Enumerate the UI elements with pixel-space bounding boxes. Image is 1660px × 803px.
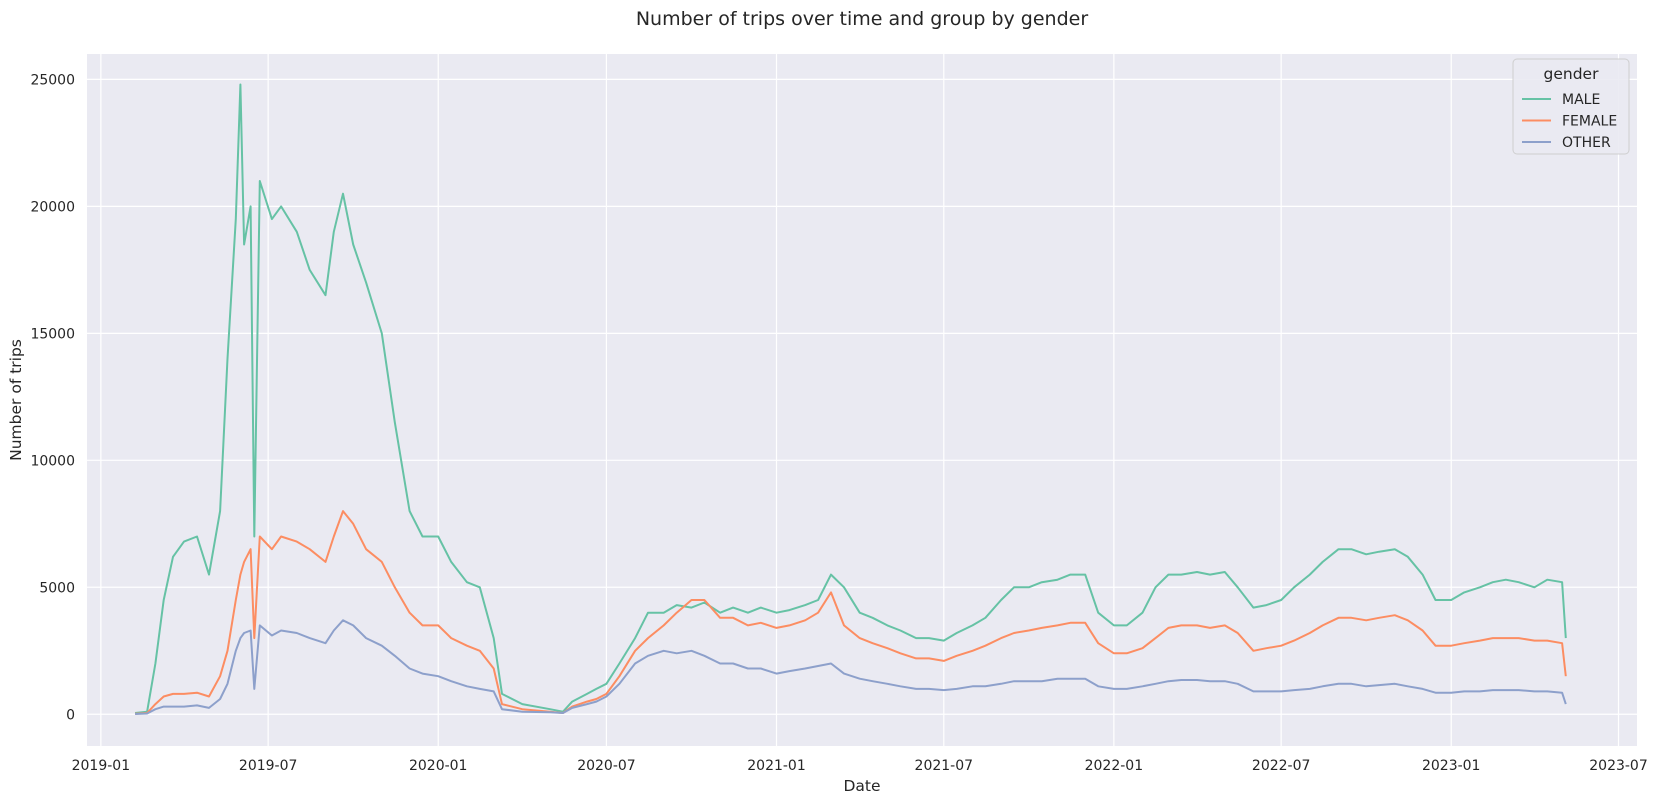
- y-tick-label: 5000: [39, 580, 75, 596]
- legend-title: gender: [1544, 65, 1600, 83]
- x-tick-label: 2020-01: [409, 758, 468, 774]
- legend-label-female: FEMALE: [1562, 114, 1617, 130]
- grid: [87, 54, 1637, 746]
- legend: gender MALE FEMALE OTHER: [1512, 58, 1630, 155]
- y-tick-label: 10000: [30, 453, 75, 469]
- x-tick-label: 2022-01: [1085, 758, 1144, 774]
- x-tick-label: 2021-01: [747, 758, 806, 774]
- legend-label-male: MALE: [1562, 92, 1600, 108]
- legend-box: [1512, 58, 1630, 155]
- y-axis: 0 5000 10000 15000 20000 25000: [30, 72, 75, 723]
- y-tick-label: 0: [66, 707, 75, 723]
- x-axis-label: Date: [843, 777, 880, 795]
- y-axis-label: Number of trips: [7, 339, 25, 461]
- x-axis: 2019-01 2019-07 2020-01 2020-07 2021-01 2021-…: [72, 758, 1648, 774]
- legend-label-other: OTHER: [1562, 135, 1611, 151]
- plot-area: [87, 54, 1637, 746]
- x-tick-label: 2019-07: [239, 758, 298, 774]
- series-line-male: [134, 83, 1567, 714]
- chart-title: Number of trips over time and group by g…: [636, 8, 1089, 30]
- y-tick-label: 25000: [30, 72, 75, 88]
- x-tick-label: 2019-01: [72, 758, 131, 774]
- y-tick-label: 15000: [30, 326, 75, 342]
- x-tick-label: 2023-07: [1589, 758, 1648, 774]
- y-tick-label: 20000: [30, 199, 75, 215]
- x-tick-label: 2020-07: [577, 758, 636, 774]
- x-tick-label: 2021-07: [915, 758, 974, 774]
- series-layer: [134, 83, 1567, 715]
- x-tick-label: 2022-07: [1252, 758, 1311, 774]
- series-line-other: [135, 619, 1567, 715]
- x-tick-label: 2023-01: [1422, 758, 1481, 774]
- series-line-female: [135, 510, 1567, 715]
